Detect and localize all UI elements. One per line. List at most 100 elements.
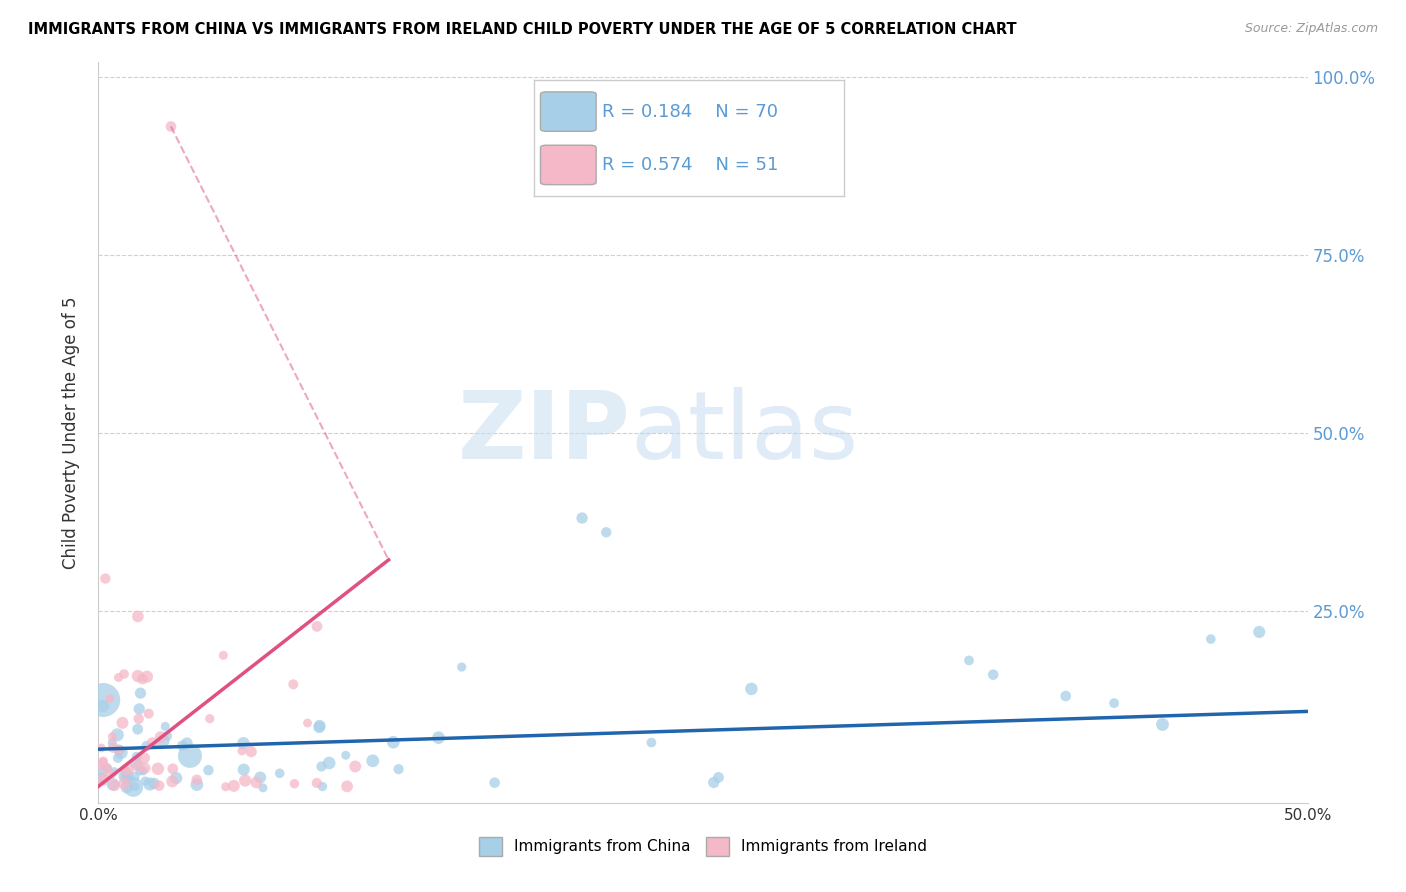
Point [124,756,146,770]
Point [707,770,730,784]
Text: atlas: atlas [630,386,859,479]
Point [198,712,221,726]
Point [127,758,149,772]
Point [233,773,256,788]
Point [283,677,305,691]
Point [117,771,139,785]
Point [1054,689,1077,703]
Point [344,759,367,773]
Point [957,653,980,667]
Point [103,764,125,779]
Point [305,776,328,790]
Point [122,780,145,794]
Point [740,681,762,696]
Point [231,744,253,758]
FancyBboxPatch shape [540,145,596,185]
Point [427,731,450,745]
Point [186,772,208,787]
Point [111,715,134,730]
Point [91,698,114,713]
Point [305,619,328,633]
Point [101,777,124,791]
Point [335,748,357,763]
Point [128,702,150,716]
Point [162,762,184,776]
Point [1152,717,1174,731]
Point [107,751,129,765]
Point [595,525,617,540]
Point [222,779,245,793]
Point [308,720,330,734]
Point [232,736,254,750]
Point [981,667,1004,681]
Point [114,776,136,790]
Point [160,120,183,134]
Text: IMMIGRANTS FROM CHINA VS IMMIGRANTS FROM IRELAND CHILD POVERTY UNDER THE AGE OF : IMMIGRANTS FROM CHINA VS IMMIGRANTS FROM… [28,22,1017,37]
Point [110,746,132,760]
Point [129,764,152,778]
Point [252,780,274,795]
Point [336,780,359,794]
Point [128,712,150,726]
Y-axis label: Child Poverty Under the Age of 5: Child Poverty Under the Age of 5 [62,296,80,569]
Point [571,511,593,525]
Point [94,572,117,586]
Point [136,670,159,684]
Point [131,672,153,686]
Point [382,735,405,749]
Point [114,764,136,778]
Text: Source: ZipAtlas.com: Source: ZipAtlas.com [1244,22,1378,36]
Point [162,774,184,789]
Point [98,691,121,706]
Point [249,771,271,785]
Point [640,735,662,749]
Point [269,766,291,780]
Point [135,739,157,753]
Point [149,730,172,744]
Point [103,779,125,793]
Text: R = 0.574    N = 51: R = 0.574 N = 51 [602,156,779,174]
Point [245,775,267,789]
Point [176,736,198,750]
Point [108,743,131,757]
Point [215,780,238,794]
Point [156,729,179,743]
Point [115,780,138,795]
Point [311,780,333,794]
Point [179,748,201,763]
Point [101,730,124,744]
Point [134,761,156,775]
Point [96,760,118,774]
Point [91,754,114,768]
Point [155,719,177,733]
Point [152,734,174,748]
Point [132,764,155,778]
Point [361,754,384,768]
Point [212,648,235,663]
Point [101,740,124,755]
Point [105,728,128,742]
Point [101,736,124,750]
Point [115,772,138,787]
Point [703,775,725,789]
Point [484,775,506,789]
Point [318,756,340,770]
Legend: Immigrants from China, Immigrants from Ireland: Immigrants from China, Immigrants from I… [472,831,934,862]
FancyBboxPatch shape [540,92,596,131]
Point [134,751,156,765]
Point [186,778,208,792]
Point [129,686,152,700]
Point [1249,624,1271,639]
Point [90,772,112,786]
Point [124,780,146,794]
Point [91,756,114,770]
Point [108,742,131,756]
Point [90,759,112,773]
Point [142,776,165,790]
Point [127,609,149,624]
Point [283,777,305,791]
Point [134,773,156,788]
Point [165,771,187,785]
Point [232,763,254,777]
Point [125,749,148,764]
